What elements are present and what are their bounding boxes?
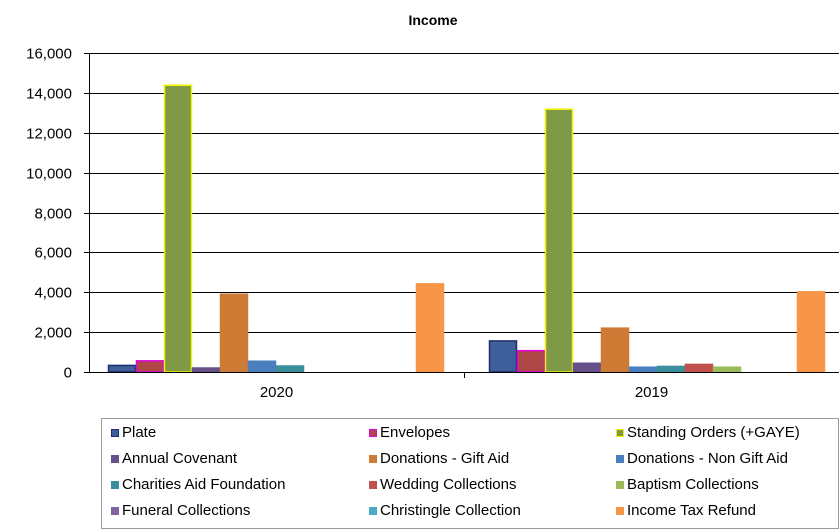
legend-swatch xyxy=(369,481,377,489)
y-tick-label: 10,000 xyxy=(26,166,72,183)
bar-donations-non-gift-aid-2020 xyxy=(247,360,277,373)
gridlines xyxy=(89,53,839,373)
bar-annual-covenant-2019 xyxy=(572,362,602,373)
bar-charities-aid-foundation-2019 xyxy=(656,365,686,373)
bar-income-tax-refund-2020 xyxy=(415,283,445,373)
x-tick-label: 2019 xyxy=(635,384,668,401)
legend-label: Donations - Gift Aid xyxy=(380,450,510,467)
y-tick-label: 2,000 xyxy=(34,325,72,342)
bar-charities-aid-foundation-2020 xyxy=(275,365,305,373)
legend-label: Donations - Non Gift Aid xyxy=(627,450,788,467)
bar-donations-non-gift-aid-2019 xyxy=(628,366,658,373)
bar-standing-orders-gaye-2019 xyxy=(544,108,574,373)
x-tick-label: 2020 xyxy=(260,384,293,401)
legend-label: Envelopes xyxy=(380,424,451,441)
legend-label: Standing Orders (+GAYE) xyxy=(627,424,800,441)
legend-label: Wedding Collections xyxy=(380,476,517,493)
legend-label: Charities Aid Foundation xyxy=(122,476,286,493)
y-tick-label: 0 xyxy=(64,365,72,382)
income-chart: Income 0 2,000 4,000 6,000 8,000 10,000 12,000… xyxy=(26,12,839,401)
legend-item: Christingle Collection xyxy=(369,502,521,520)
legend-item: Annual Covenant xyxy=(111,450,237,468)
bar-envelopes-2020 xyxy=(135,360,165,373)
legend-swatch xyxy=(369,507,377,515)
bar-wedding-collections-2019 xyxy=(684,363,714,373)
legend-item: Envelopes xyxy=(369,424,450,442)
bar-plate-2020 xyxy=(107,364,137,373)
legend-label: Annual Covenant xyxy=(122,450,238,467)
legend-label: Baptism Collections xyxy=(627,476,759,493)
legend-label: Funeral Collections xyxy=(122,502,251,519)
bar-donations-gift-aid-2020 xyxy=(219,293,249,373)
y-axis: 0 2,000 4,000 6,000 8,000 10,000 12,000 14,000 1… xyxy=(26,46,90,382)
legend-swatch xyxy=(616,429,624,437)
bar-envelopes-2019 xyxy=(516,349,546,373)
legend-item: Funeral Collections xyxy=(111,502,250,520)
y-tick-label: 8,000 xyxy=(34,206,72,223)
bar-income-tax-refund-2019 xyxy=(796,291,826,373)
bar-standing-orders-gaye-2020 xyxy=(163,84,193,373)
legend-item: Donations - Non Gift Aid xyxy=(616,450,788,468)
legend-swatch xyxy=(111,507,119,515)
chart-title: Income xyxy=(408,12,457,28)
y-tick-label: 6,000 xyxy=(34,245,72,262)
legend-swatch xyxy=(111,481,119,489)
legend-item: Donations - Gift Aid xyxy=(369,450,509,468)
y-tick-label: 14,000 xyxy=(26,86,72,103)
y-tick-label: 16,000 xyxy=(26,46,72,63)
legend: Plate Envelopes Standing Orders (+GAYE) Ann… xyxy=(101,418,839,529)
bar-plate-2019 xyxy=(488,340,518,373)
legend-swatch xyxy=(369,455,377,463)
bar-baptism-collections-2019 xyxy=(712,366,742,373)
legend-item: Standing Orders (+GAYE) xyxy=(616,424,800,442)
legend-label: Christingle Collection xyxy=(380,502,521,519)
legend-label: Plate xyxy=(122,424,157,441)
legend-label: Income Tax Refund xyxy=(627,502,756,519)
legend-item: Charities Aid Foundation xyxy=(111,476,285,494)
bar-donations-gift-aid-2019 xyxy=(600,327,630,373)
legend-swatch xyxy=(616,481,624,489)
legend-item: Wedding Collections xyxy=(369,476,516,494)
legend-item: Baptism Collections xyxy=(616,476,759,494)
legend-swatch xyxy=(111,455,119,463)
y-tick-label: 4,000 xyxy=(34,285,72,302)
legend-item: Income Tax Refund xyxy=(616,502,756,520)
legend-swatch xyxy=(369,429,377,437)
legend-swatch xyxy=(616,455,624,463)
bar-annual-covenant-2020 xyxy=(191,367,221,373)
bars xyxy=(107,84,826,373)
x-axis: 2020 2019 xyxy=(89,372,839,401)
legend-swatch xyxy=(616,507,624,515)
legend-item: Plate xyxy=(111,424,156,442)
legend-swatch xyxy=(111,429,119,437)
y-tick-label: 12,000 xyxy=(26,126,72,143)
